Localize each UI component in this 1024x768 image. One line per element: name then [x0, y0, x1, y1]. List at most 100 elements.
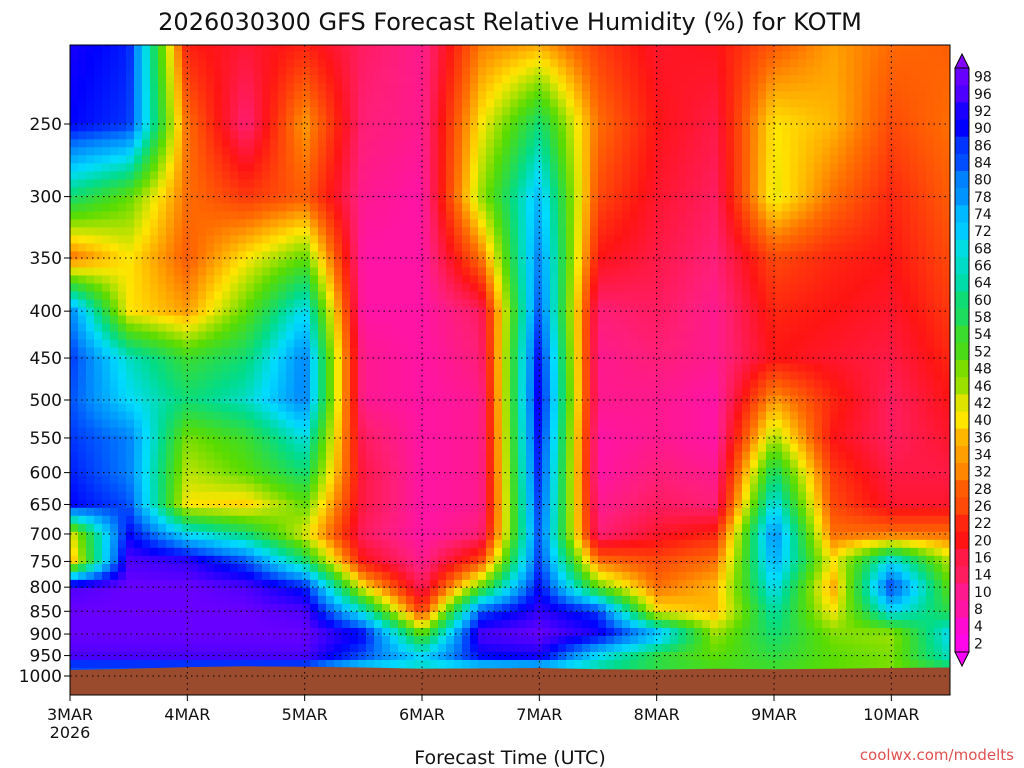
heatmap-cell [134, 171, 143, 180]
heatmap-cell [430, 179, 439, 188]
heatmap-cell [566, 203, 575, 212]
heatmap-cell [190, 123, 199, 132]
heatmap-cell [742, 75, 751, 84]
heatmap-cell [614, 387, 623, 397]
heatmap-cell [310, 203, 319, 212]
heatmap-cell [406, 171, 415, 180]
heatmap-cell [470, 219, 479, 228]
heatmap-cell [454, 283, 463, 293]
heatmap-cell [318, 251, 327, 261]
heatmap-cell [558, 123, 567, 132]
heatmap-cell [382, 51, 391, 60]
heatmap-cell [94, 51, 103, 60]
heatmap-cell [822, 251, 831, 261]
heatmap-cell [694, 371, 703, 381]
heatmap-cell [638, 83, 647, 92]
heatmap-cell [534, 323, 543, 333]
heatmap-cell [590, 155, 599, 164]
heatmap-cell [110, 45, 119, 52]
heatmap-cell [582, 291, 591, 301]
heatmap-cell [222, 339, 231, 349]
heatmap-cell [230, 315, 239, 325]
heatmap-cell [438, 331, 447, 341]
heatmap-cell [206, 147, 215, 156]
heatmap-cell [158, 275, 167, 285]
heatmap-cell [126, 235, 135, 245]
heatmap-cell [838, 219, 847, 228]
heatmap-cell [206, 275, 215, 285]
heatmap-cell [174, 219, 183, 228]
heatmap-cell [582, 323, 591, 333]
heatmap-cell [382, 395, 391, 405]
heatmap-cell [686, 131, 695, 140]
heatmap-cell [646, 155, 655, 164]
heatmap-cell [798, 299, 807, 309]
heatmap-cell [710, 147, 719, 156]
heatmap-cell [718, 131, 727, 140]
heatmap-cell [334, 155, 343, 164]
heatmap-cell [806, 339, 815, 349]
heatmap-cell [406, 99, 415, 108]
heatmap-cell [518, 147, 527, 156]
heatmap-cell [870, 67, 879, 76]
heatmap-cell [494, 259, 503, 269]
heatmap-cell [134, 299, 143, 309]
heatmap-cell [790, 75, 799, 84]
heatmap-cell [886, 45, 895, 52]
heatmap-cell [550, 211, 559, 220]
heatmap-cell [358, 45, 367, 52]
heatmap-cell [374, 147, 383, 156]
heatmap-cell [822, 99, 831, 108]
heatmap-cell [710, 243, 719, 253]
heatmap-cell [198, 115, 207, 124]
heatmap-cell [934, 259, 943, 269]
heatmap-cell [518, 75, 527, 84]
heatmap-cell [558, 203, 567, 212]
heatmap-cell [782, 211, 791, 220]
heatmap-cell [550, 275, 559, 285]
heatmap-cell [398, 131, 407, 140]
heatmap-cell [142, 187, 151, 196]
heatmap-cell [102, 243, 111, 253]
heatmap-cell [518, 139, 527, 148]
heatmap-cell [678, 347, 687, 357]
heatmap-cell [574, 131, 583, 140]
heatmap-cell [574, 219, 583, 228]
heatmap-cell [478, 339, 487, 349]
heatmap-cell [254, 115, 263, 124]
heatmap-cell [774, 331, 783, 341]
heatmap-cell [254, 171, 263, 180]
heatmap-cell [70, 179, 79, 188]
heatmap-cell [734, 51, 743, 60]
heatmap-cell [630, 371, 639, 381]
heatmap-cell [566, 235, 575, 245]
heatmap-cell [758, 363, 767, 373]
heatmap-cell [158, 363, 167, 373]
heatmap-cell [278, 275, 287, 285]
heatmap-cell [326, 91, 335, 100]
heatmap-cell [510, 67, 519, 76]
heatmap-cell [478, 243, 487, 253]
heatmap-cell [766, 171, 775, 180]
heatmap-cell [574, 259, 583, 269]
heatmap-cell [534, 131, 543, 140]
heatmap-cell [414, 299, 423, 309]
heatmap-cell [894, 155, 903, 164]
heatmap-cell [694, 75, 703, 84]
heatmap-cell [510, 171, 519, 180]
heatmap-cell [398, 51, 407, 60]
heatmap-cell [830, 203, 839, 212]
heatmap-cell [806, 323, 815, 333]
heatmap-cell [630, 203, 639, 212]
heatmap-cell [598, 115, 607, 124]
heatmap-cell [118, 59, 127, 68]
heatmap-cell [870, 203, 879, 212]
heatmap-cell [502, 107, 511, 116]
heatmap-cell [846, 235, 855, 245]
heatmap-cell [694, 275, 703, 285]
heatmap-cell [510, 115, 519, 124]
heatmap-cell [206, 75, 215, 84]
heatmap-cell [582, 115, 591, 124]
heatmap-cell [670, 219, 679, 228]
heatmap-cell [518, 387, 527, 397]
